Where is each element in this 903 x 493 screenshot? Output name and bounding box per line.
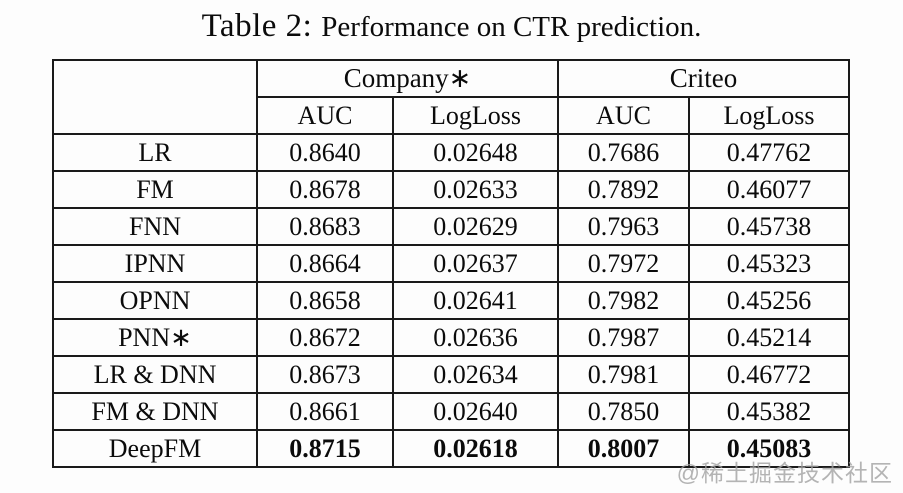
- metric-value-cell: 0.02636: [392, 318, 559, 357]
- metric-value-cell: 0.02634: [392, 355, 559, 394]
- column-header-row: AUC LogLoss AUC LogLoss: [53, 96, 850, 135]
- model-name-cell: DeepFM: [52, 429, 258, 468]
- column-header-company-logloss: LogLoss: [392, 96, 559, 135]
- model-name-cell: LR & DNN: [52, 355, 258, 394]
- metric-value-cell: 0.02640: [392, 392, 559, 431]
- metric-value-cell: 0.8683: [256, 207, 394, 246]
- metric-value-cell: 0.8673: [256, 355, 394, 394]
- table-caption: Table 2: Performance on CTR prediction.: [0, 8, 903, 45]
- metric-value-cell: 0.02633: [392, 170, 559, 209]
- model-name-cell: FM: [52, 170, 258, 209]
- table-row: FNN 0.8683 0.02629 0.7963 0.45738: [52, 207, 850, 246]
- metric-value-cell: 0.7963: [557, 207, 690, 246]
- metric-value-cell: 0.7981: [557, 355, 690, 394]
- table-body: LR 0.8640 0.02648 0.7686 0.47762 FM 0.8678 0.02…: [52, 133, 850, 468]
- ctr-performance-table: Company∗ Criteo AUC LogLoss AUC LogLoss …: [52, 59, 850, 468]
- metric-value-cell: 0.02637: [392, 244, 559, 283]
- model-name-cell: FNN: [52, 207, 258, 246]
- column-header-company-auc: AUC: [256, 96, 394, 135]
- metric-value-cell: 0.8661: [256, 392, 394, 431]
- metric-value-cell: 0.8658: [256, 281, 394, 320]
- table-header: Company∗ Criteo AUC LogLoss AUC LogLoss: [52, 59, 850, 135]
- table-row: PNN∗ 0.8672 0.02636 0.7987 0.45214: [52, 318, 850, 357]
- column-group-row: Company∗ Criteo: [52, 59, 850, 135]
- metric-value-cell: 0.45323: [688, 244, 850, 283]
- corner-cell: [52, 59, 258, 135]
- metric-value-cell: 0.8715: [256, 429, 394, 468]
- column-group-criteo: Criteo: [557, 59, 850, 98]
- table-row: IPNN 0.8664 0.02637 0.7972 0.45323: [52, 244, 850, 283]
- metric-value-cell: 0.45382: [688, 392, 850, 431]
- metric-value-cell: 0.7850: [557, 392, 690, 431]
- table-row: OPNN 0.8658 0.02641 0.7982 0.45256: [52, 281, 850, 320]
- model-name-cell: OPNN: [52, 281, 258, 320]
- table-row: DeepFM 0.8715 0.02618 0.8007 0.45083: [52, 429, 850, 468]
- model-name-cell: FM & DNN: [52, 392, 258, 431]
- metric-value-cell: 0.45214: [688, 318, 850, 357]
- table-caption-number: Table 2:: [201, 8, 313, 44]
- metric-value-cell: 0.02641: [392, 281, 559, 320]
- model-name-cell: LR: [52, 133, 258, 172]
- model-name-cell: PNN∗: [52, 318, 258, 357]
- metric-value-cell: 0.02618: [392, 429, 559, 468]
- metric-value-cell: 0.7972: [557, 244, 690, 283]
- metric-value-cell: 0.46772: [688, 355, 850, 394]
- metric-value-cell: 0.8664: [256, 244, 394, 283]
- table-row: LR 0.8640 0.02648 0.7686 0.47762: [52, 133, 850, 172]
- metric-value-cell: 0.7892: [557, 170, 690, 209]
- metric-value-cell: 0.46077: [688, 170, 850, 209]
- column-group-company: Company∗: [256, 59, 559, 98]
- metric-value-cell: 0.8007: [557, 429, 690, 468]
- table-row: FM 0.8678 0.02633 0.7892 0.46077: [52, 170, 850, 209]
- metric-value-cell: 0.45256: [688, 281, 850, 320]
- model-name-cell: IPNN: [52, 244, 258, 283]
- metric-value-cell: 0.47762: [688, 133, 850, 172]
- column-header-criteo-logloss: LogLoss: [688, 96, 850, 135]
- table-caption-text: Performance on CTR prediction.: [321, 11, 702, 43]
- metric-value-cell: 0.8678: [256, 170, 394, 209]
- metric-value-cell: 0.8672: [256, 318, 394, 357]
- table-row: FM & DNN 0.8661 0.02640 0.7850 0.45382: [52, 392, 850, 431]
- metric-value-cell: 0.45738: [688, 207, 850, 246]
- column-header-criteo-auc: AUC: [557, 96, 690, 135]
- metric-value-cell: 0.7982: [557, 281, 690, 320]
- table-row: LR & DNN 0.8673 0.02634 0.7981 0.46772: [52, 355, 850, 394]
- metric-value-cell: 0.45083: [688, 429, 850, 468]
- metric-value-cell: 0.02648: [392, 133, 559, 172]
- metric-value-cell: 0.8640: [256, 133, 394, 172]
- metric-value-cell: 0.02629: [392, 207, 559, 246]
- metric-value-cell: 0.7987: [557, 318, 690, 357]
- metric-value-cell: 0.7686: [557, 133, 690, 172]
